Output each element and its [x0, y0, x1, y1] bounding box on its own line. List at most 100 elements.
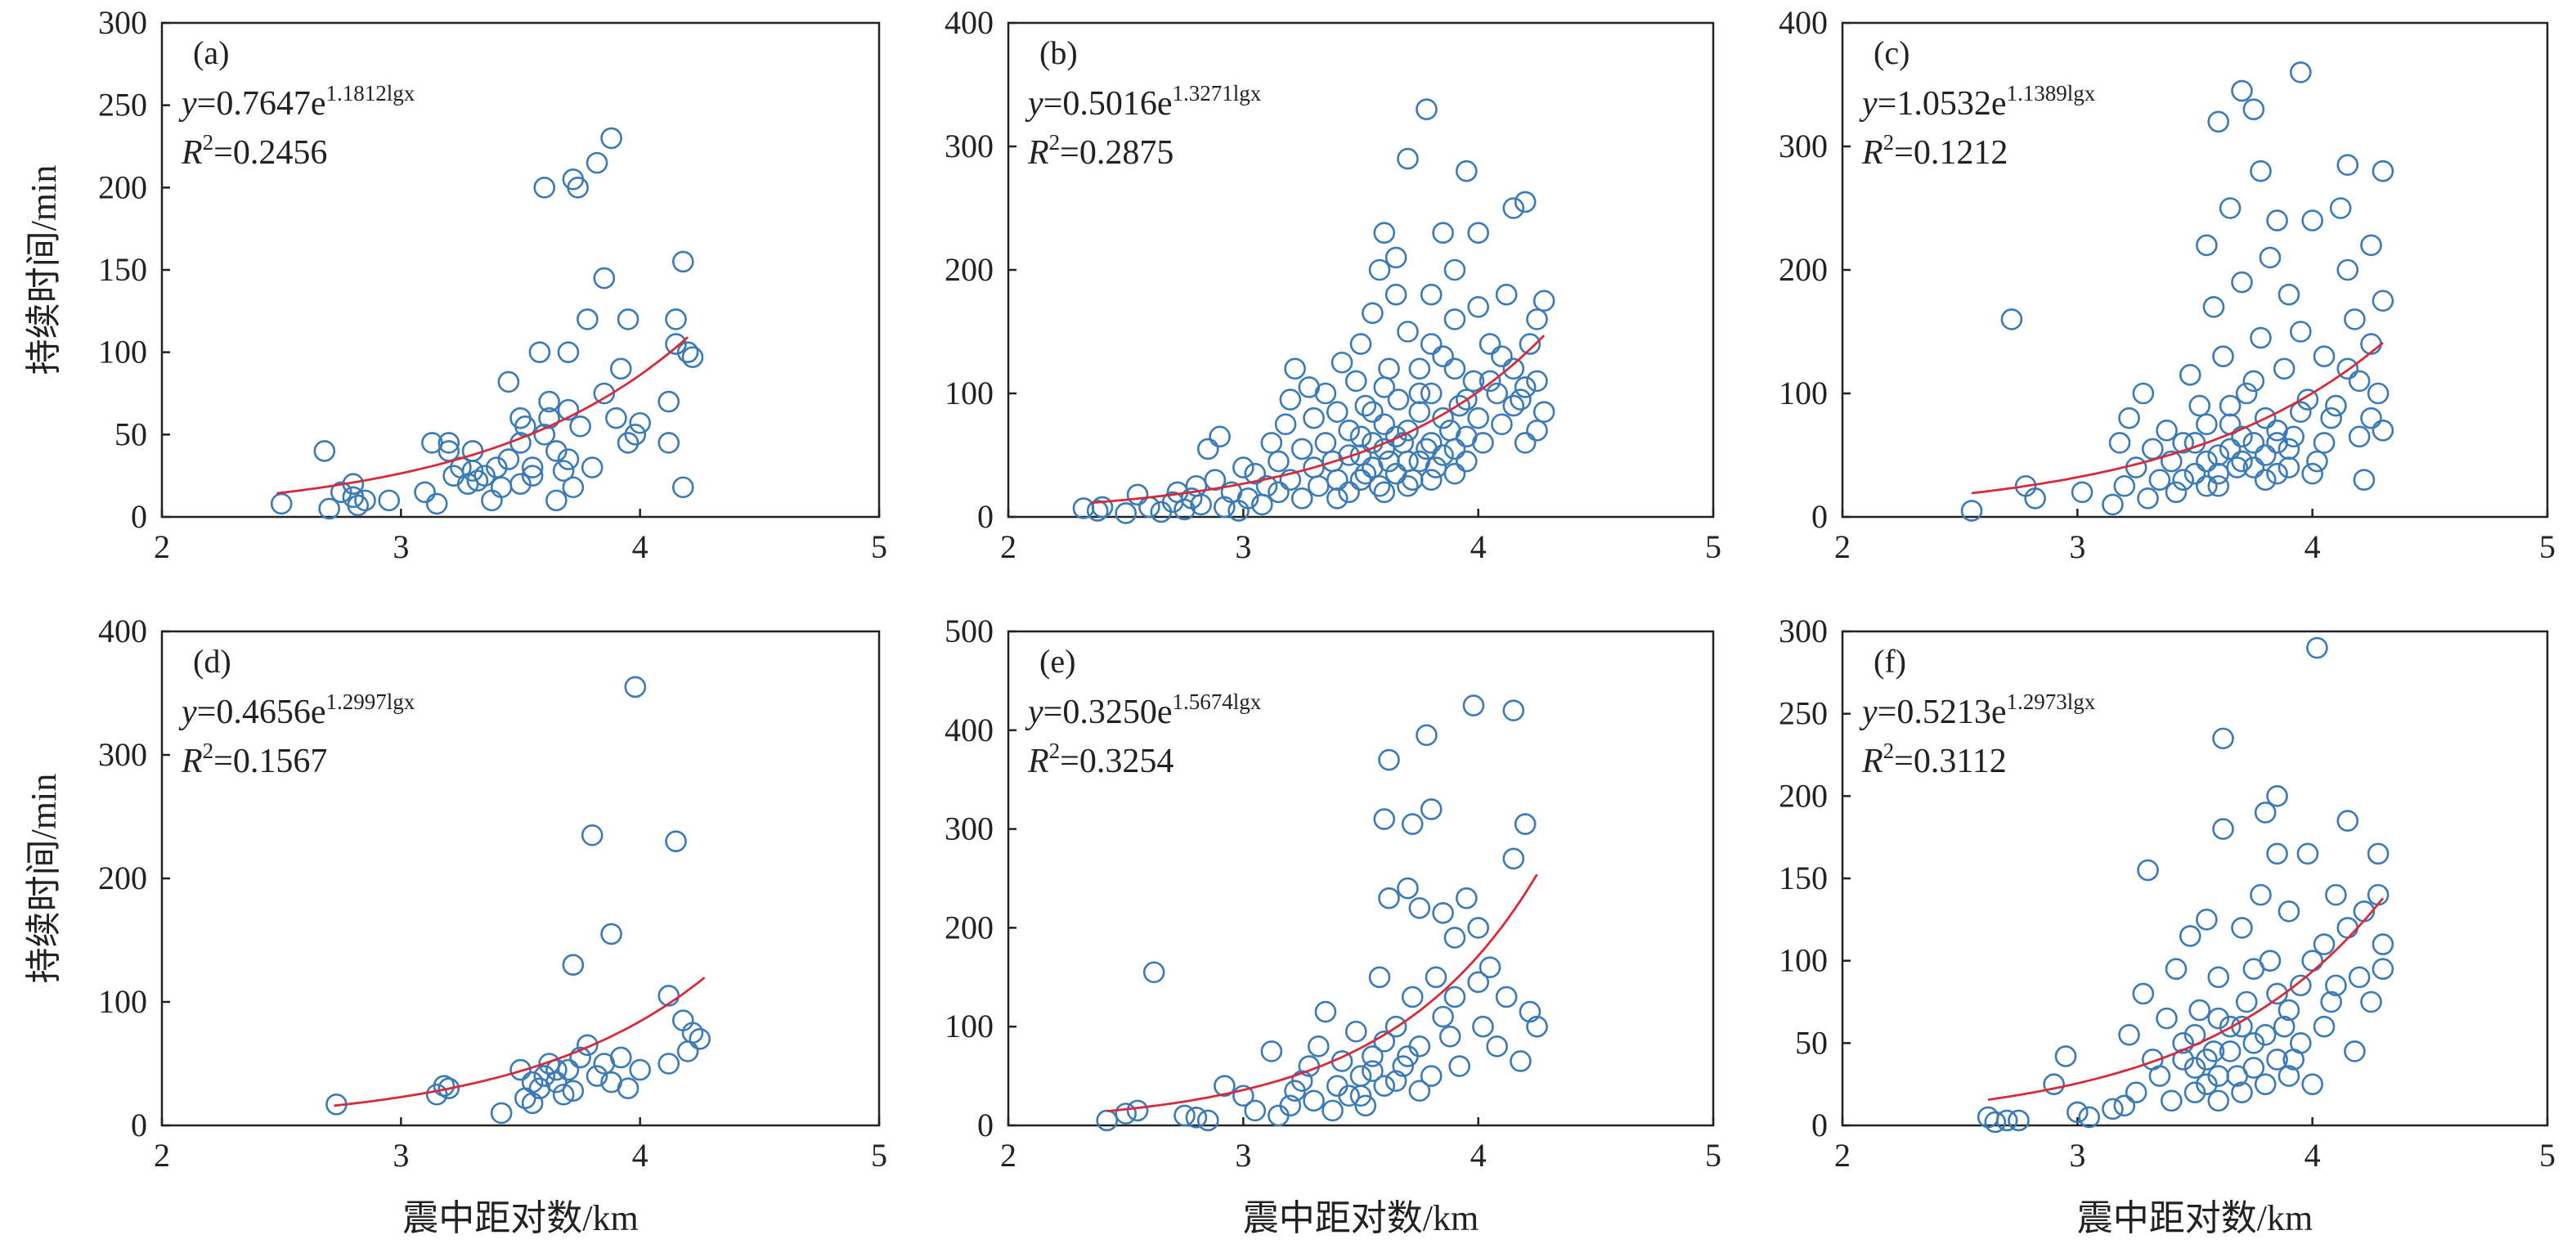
data-point	[270, 492, 293, 515]
y-tick-label: 0	[1811, 498, 1828, 535]
chart-panel: 2 3 4 5 0 100 200 300 400 (c) y=1.0532e1.1389lgx R2…	[1779, 4, 2556, 565]
data-point	[2207, 1007, 2230, 1030]
data-point	[2172, 469, 2194, 492]
y-tick-label: 200	[1779, 777, 1828, 814]
data-point	[1502, 699, 1525, 721]
data-point	[2242, 958, 2265, 981]
data-point	[600, 923, 622, 945]
data-point	[1138, 496, 1160, 519]
data-point	[1401, 813, 1424, 835]
data-point	[1502, 847, 1525, 870]
data-point	[2278, 283, 2300, 306]
data-point	[557, 1058, 580, 1081]
y-tick-label: 500	[945, 613, 994, 649]
data-point	[461, 460, 484, 482]
y-tick-label: 0	[1811, 1107, 1828, 1143]
data-point	[1456, 450, 1478, 473]
data-point	[2242, 432, 2265, 454]
x-tick-label: 4	[1470, 1137, 1487, 1174]
data-point	[2212, 727, 2234, 750]
data-point	[1362, 302, 1384, 325]
data-point	[2278, 999, 2300, 1022]
data-point	[2165, 958, 2188, 981]
data-point	[2102, 1098, 2124, 1121]
data-point	[1290, 1070, 1313, 1092]
data-point	[2024, 487, 2046, 510]
data-point	[2360, 990, 2382, 1013]
data-point	[2336, 258, 2359, 281]
data-point	[1096, 1109, 1118, 1132]
data-point	[2141, 438, 2164, 460]
data-point	[2137, 487, 2159, 510]
data-point	[1408, 357, 1431, 380]
x-tick-label: 2	[154, 528, 170, 565]
data-point	[1349, 469, 1372, 492]
data-point	[657, 390, 680, 413]
fit-equation: y=1.0532e1.1389lgx	[1859, 81, 2096, 123]
data-point	[2344, 308, 2366, 330]
x-tick-label: 5	[871, 1137, 887, 1174]
data-point	[624, 676, 647, 698]
y-tick-label: 150	[98, 251, 147, 288]
panel-label: (c)	[1874, 34, 1910, 71]
data-point	[538, 406, 560, 429]
data-point	[1977, 1106, 1999, 1129]
x-tick-label: 5	[871, 528, 887, 565]
data-point	[676, 1040, 699, 1062]
data-point	[1338, 481, 1360, 504]
y-tick-label: 100	[1779, 375, 1828, 411]
data-point	[533, 177, 556, 199]
y-axis-title: 持续时间/min	[24, 774, 64, 984]
data-point	[521, 1092, 544, 1115]
data-point	[2290, 974, 2312, 997]
y-tick-label: 200	[945, 251, 994, 288]
data-point	[2301, 950, 2323, 972]
data-point	[2219, 394, 2242, 417]
data-point	[1416, 98, 1438, 120]
data-point	[1526, 1015, 1548, 1038]
data-point	[1260, 1040, 1283, 1062]
fit-curve	[276, 336, 689, 495]
data-point	[2235, 382, 2258, 405]
data-point	[2165, 481, 2188, 504]
data-point	[2196, 1049, 2218, 1071]
data-point	[1362, 1045, 1384, 1067]
data-point	[1373, 1075, 1396, 1097]
data-point	[2113, 1094, 2136, 1117]
data-point	[545, 1071, 568, 1094]
data-point	[2254, 1073, 2277, 1095]
data-point	[557, 398, 580, 421]
data-point	[1486, 382, 1508, 405]
r-squared: R2=0.1212	[1861, 130, 2008, 172]
y-tick-label: 400	[945, 712, 994, 748]
data-point	[2118, 1023, 2140, 1046]
data-point	[1387, 388, 1410, 411]
data-point	[2266, 209, 2288, 231]
data-point	[433, 1075, 456, 1097]
data-point	[330, 481, 352, 504]
data-point	[1268, 450, 1290, 473]
data-point	[1467, 917, 1489, 939]
y-tick-label: 400	[98, 613, 147, 649]
data-point	[2372, 958, 2394, 981]
y-tick-label: 400	[1779, 4, 1828, 41]
data-point	[2148, 469, 2171, 492]
data-point	[1349, 1065, 1372, 1087]
data-point	[562, 476, 585, 499]
data-point	[2183, 1081, 2206, 1104]
data-point	[1322, 1099, 1344, 1122]
data-point	[609, 1046, 632, 1069]
data-point	[2054, 1045, 2077, 1067]
data-point	[538, 390, 560, 413]
data-point	[521, 1071, 544, 1094]
data-point	[354, 489, 376, 512]
data-point	[665, 308, 687, 330]
data-point	[1373, 376, 1396, 398]
data-point	[1486, 1035, 1508, 1058]
data-point	[2242, 370, 2265, 393]
y-tick-label: 0	[131, 1107, 147, 1143]
x-axis-title: 震中距对数/km	[1243, 1198, 1479, 1238]
data-point	[1196, 1109, 1219, 1132]
data-point	[2301, 1073, 2323, 1095]
data-point	[2360, 333, 2382, 355]
